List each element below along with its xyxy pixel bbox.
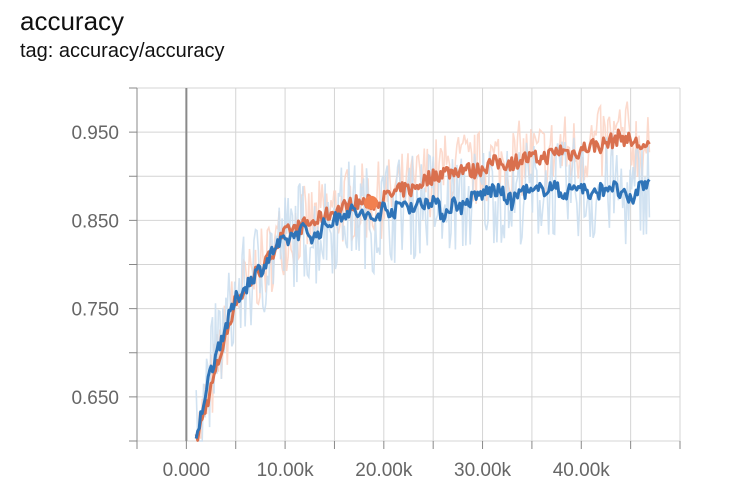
y-tick-label: 0.750 — [71, 300, 119, 321]
smoothed-series — [194, 128, 651, 442]
x-tick-label: 30.00k — [454, 460, 512, 481]
raw-series — [195, 101, 651, 442]
raw-line-series-1 — [196, 101, 651, 442]
smoothed-line-series-1 — [194, 128, 651, 442]
y-tick-label: 0.950 — [71, 123, 119, 144]
y-tick-label: 0.650 — [71, 388, 119, 409]
chart-title: accuracy — [20, 6, 125, 36]
x-tick-label: 10.00k — [257, 460, 315, 481]
chart-tag: tag: accuracy/accuracy — [20, 40, 225, 62]
x-tick-label: 0.000 — [163, 460, 211, 481]
tick-labels: 0.650 0.750 0.850 0.950 0.000 10.00k 20.00k 30.… — [71, 123, 610, 481]
y-tick-label: 0.850 — [71, 211, 119, 232]
smoothed-line-series-2 — [194, 178, 651, 439]
x-tick-label: 40.00k — [553, 460, 611, 481]
raw-line-series-2 — [195, 135, 651, 442]
highlight-point — [363, 195, 378, 210]
x-tick-label: 20.00k — [355, 460, 413, 481]
